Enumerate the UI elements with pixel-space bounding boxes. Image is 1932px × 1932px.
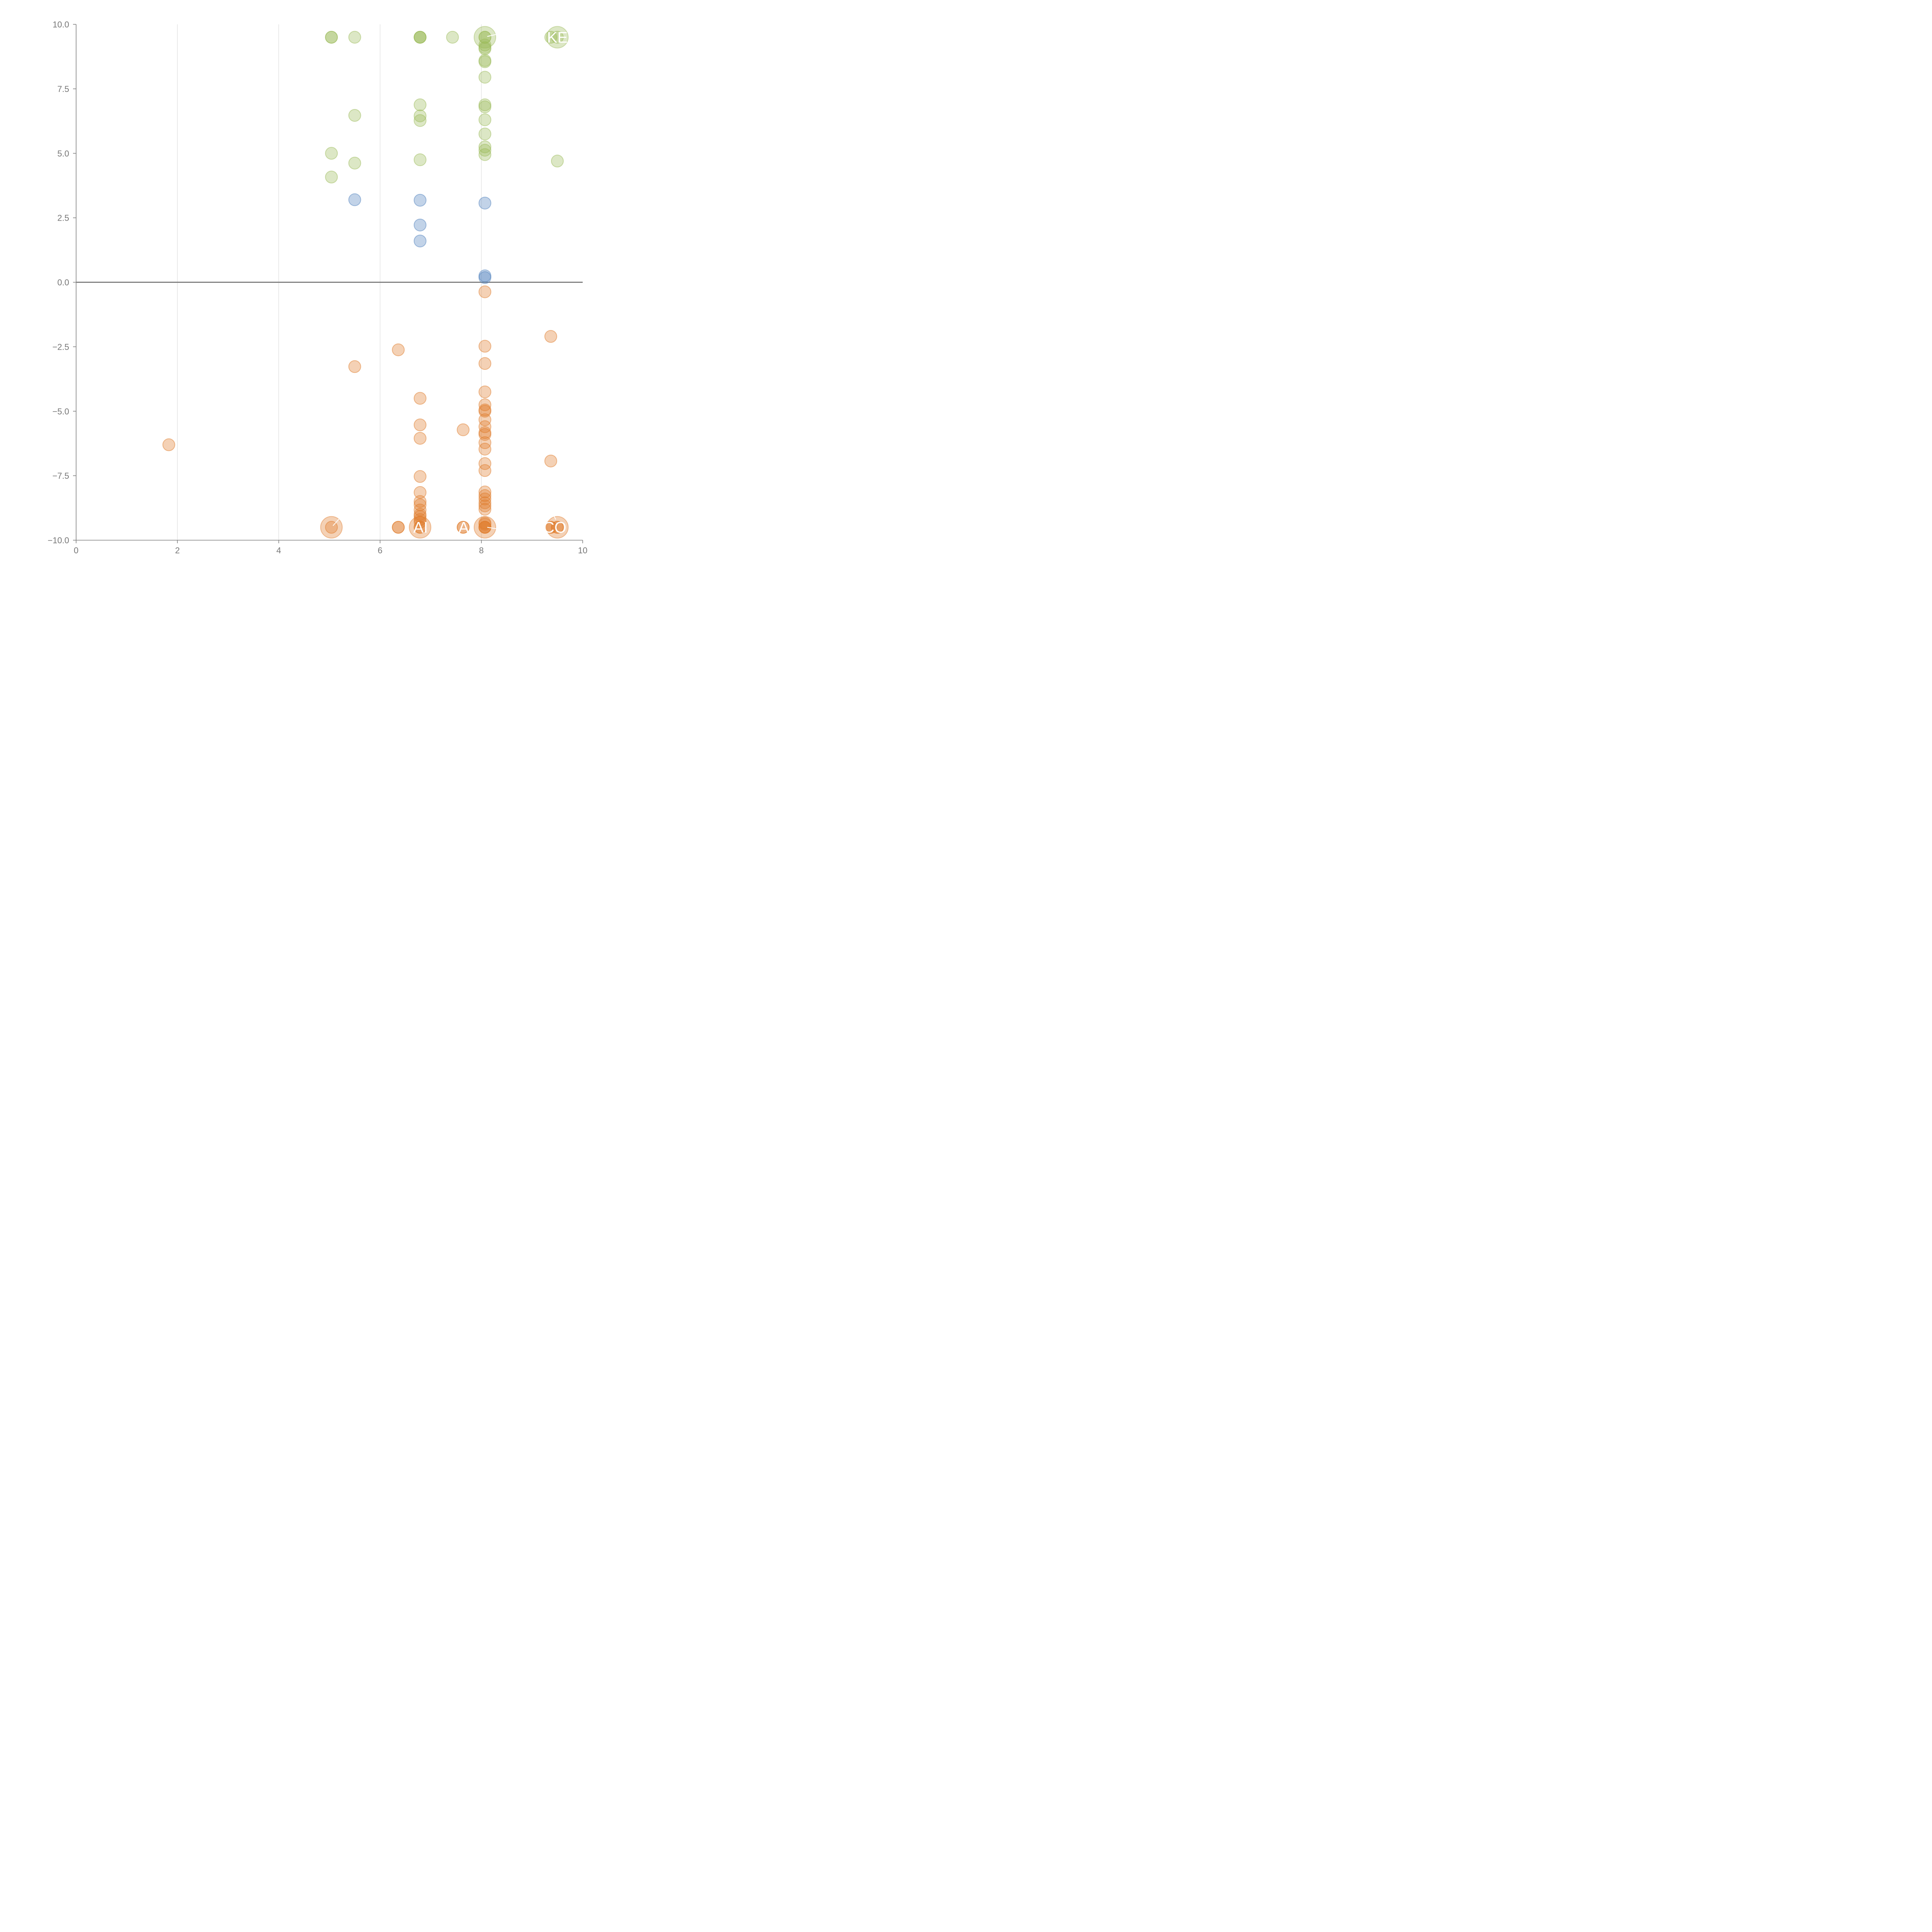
y-tick-label: −2.5 xyxy=(53,342,69,352)
x-tick-label: 4 xyxy=(276,546,281,555)
annotation-label: CO xyxy=(543,519,566,536)
data-point xyxy=(325,170,338,184)
data-point xyxy=(162,438,175,451)
y-tick-label: −5.0 xyxy=(53,406,69,416)
data-point xyxy=(478,357,492,370)
scatter-chart: 0 2 4 6 8 10 −10.0 −7.5 −5.0 −2.5 0.0 2.5 5.0 7.5 10.0… xyxy=(0,0,605,605)
data-point xyxy=(413,486,427,499)
data-point xyxy=(478,385,492,398)
annotation-leader-line xyxy=(333,517,340,526)
data-point xyxy=(325,147,338,160)
data-point xyxy=(478,496,492,509)
data-point xyxy=(413,218,427,231)
x-tick-label: 10 xyxy=(578,546,587,555)
data-point xyxy=(478,489,492,502)
data-point xyxy=(478,148,492,161)
data-point xyxy=(413,109,427,122)
data-point xyxy=(478,485,492,498)
data-point xyxy=(544,454,557,468)
y-tick-label: 7.5 xyxy=(57,84,69,94)
data-point xyxy=(413,153,427,166)
y-tick-label: 5.0 xyxy=(57,149,69,158)
y-tick-label: 10.0 xyxy=(53,20,69,29)
data-point xyxy=(478,197,492,210)
data-point xyxy=(478,457,492,470)
data-point xyxy=(478,42,492,55)
x-tick-label: 0 xyxy=(74,546,78,555)
data-point xyxy=(478,464,492,477)
data-point xyxy=(413,515,427,529)
data-point xyxy=(478,521,492,534)
data-point xyxy=(478,55,492,68)
data-point xyxy=(544,330,557,343)
chart-canvas: 0 2 4 6 8 10 −10.0 −7.5 −5.0 −2.5 0.0 2.5 5.0 7.5 10.0… xyxy=(48,20,587,555)
data-point xyxy=(413,31,427,44)
data-point xyxy=(478,144,492,157)
data-point xyxy=(478,398,492,412)
data-point xyxy=(478,285,492,298)
data-point xyxy=(544,31,557,44)
x-tick-label: 2 xyxy=(175,546,180,555)
data-points xyxy=(162,26,569,539)
data-point xyxy=(544,521,557,534)
data-point xyxy=(413,432,427,445)
data-point xyxy=(392,521,405,534)
data-point xyxy=(457,423,470,436)
data-point xyxy=(413,114,427,127)
data-point xyxy=(478,436,492,449)
data-point xyxy=(457,521,470,534)
data-point xyxy=(348,193,361,206)
annotation-leader-line xyxy=(487,34,498,37)
data-point xyxy=(478,271,492,284)
annotation-leader-line xyxy=(487,527,498,529)
annotation-label: AI xyxy=(413,519,428,536)
data-point xyxy=(478,71,492,84)
data-point xyxy=(478,442,492,456)
data-point xyxy=(348,31,361,44)
data-point xyxy=(413,521,427,534)
x-tick-label: 8 xyxy=(479,546,484,555)
data-point xyxy=(478,100,492,114)
annotation-label: A xyxy=(459,519,469,536)
y-tick-label: −7.5 xyxy=(53,471,69,481)
data-point xyxy=(348,109,361,122)
data-point xyxy=(348,156,361,170)
data-point xyxy=(478,113,492,126)
data-point xyxy=(446,31,459,44)
data-point xyxy=(413,392,427,405)
y-tick-label: 0.0 xyxy=(57,278,69,287)
data-point xyxy=(325,31,338,44)
annotation-label: KE xyxy=(547,29,568,46)
data-point xyxy=(478,503,492,516)
data-point xyxy=(478,413,492,426)
data-point xyxy=(348,360,361,373)
data-point xyxy=(551,521,564,534)
data-point xyxy=(478,499,492,512)
data-point xyxy=(392,343,405,356)
data-point xyxy=(478,128,492,141)
data-point xyxy=(478,140,492,153)
data-point xyxy=(413,235,427,248)
data-point xyxy=(413,418,427,432)
axes: 0 2 4 6 8 10 −10.0 −7.5 −5.0 −2.5 0.0 2.5 5.0 7.5 10.0 xyxy=(48,20,587,555)
x-tick-label: 6 xyxy=(378,546,382,555)
bubble-point xyxy=(546,26,569,49)
annotation-leader-line xyxy=(551,512,556,520)
data-point xyxy=(413,98,427,111)
annotations: KE AI A CO xyxy=(333,29,568,536)
data-point xyxy=(413,470,427,483)
data-point xyxy=(478,340,492,353)
data-point xyxy=(551,155,564,168)
data-point xyxy=(413,194,427,207)
data-point xyxy=(478,492,492,505)
y-tick-label: 2.5 xyxy=(57,213,69,223)
bubble-point xyxy=(546,516,569,539)
y-tick-label: −10.0 xyxy=(48,536,69,545)
data-point xyxy=(551,31,564,44)
